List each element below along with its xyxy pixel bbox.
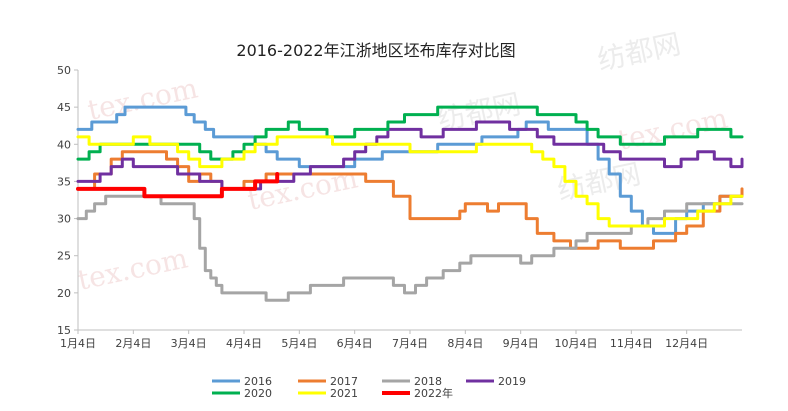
x-tick-label: 1月4日 — [60, 337, 96, 350]
x-tick-label: 5月4日 — [281, 337, 317, 350]
y-tick-label: 35 — [57, 175, 71, 188]
series-line-2021 — [76, 135, 744, 228]
watermark-text: tex.com — [75, 241, 191, 296]
series-line-2018 — [76, 194, 744, 302]
legend-label: 2019 — [498, 375, 526, 388]
y-tick-label: 45 — [57, 101, 71, 114]
legend-label: 2016 — [244, 375, 272, 388]
y-tick-label: 15 — [57, 324, 71, 337]
legend-label: 2017 — [330, 375, 358, 388]
legend-label: 2018 — [414, 375, 442, 388]
y-tick-label: 20 — [57, 287, 71, 300]
series-layer — [76, 105, 744, 302]
series-line-2017 — [76, 150, 744, 250]
x-tick-label: 8月4日 — [447, 337, 483, 350]
x-tick-label: 7月4日 — [392, 337, 428, 350]
watermark-text: tex.com — [85, 71, 201, 126]
legend-label: 2020 — [244, 387, 272, 400]
x-tick-label: 6月4日 — [337, 337, 373, 350]
series-line-2019 — [76, 120, 744, 191]
series-line-2022年 — [76, 172, 280, 199]
legend-label: 2022年 — [414, 386, 453, 400]
x-tick-label: 9月4日 — [503, 337, 539, 350]
chart-title: 2016-2022年江浙地区坯布库存对比图 — [236, 41, 515, 60]
y-tick-label: 25 — [57, 250, 71, 263]
x-tick-label: 11月4日 — [610, 337, 653, 350]
x-tick-label: 2月4日 — [115, 337, 151, 350]
y-tick-label: 50 — [57, 64, 71, 77]
x-tick-label: 3月4日 — [171, 337, 207, 350]
series-line-2020 — [76, 105, 744, 161]
x-tick-label: 4月4日 — [226, 337, 262, 350]
x-tick-label: 12月4日 — [665, 337, 708, 350]
legend-label: 2021 — [330, 387, 358, 400]
watermark-text: 纺都网 — [595, 27, 684, 77]
legend: 2016 2017 2018 2019 2020 2021 2022年 — [212, 375, 526, 400]
y-tick-label: 30 — [57, 213, 71, 226]
x-tick-label: 10月4日 — [555, 337, 598, 350]
y-tick-label: 40 — [57, 138, 71, 151]
